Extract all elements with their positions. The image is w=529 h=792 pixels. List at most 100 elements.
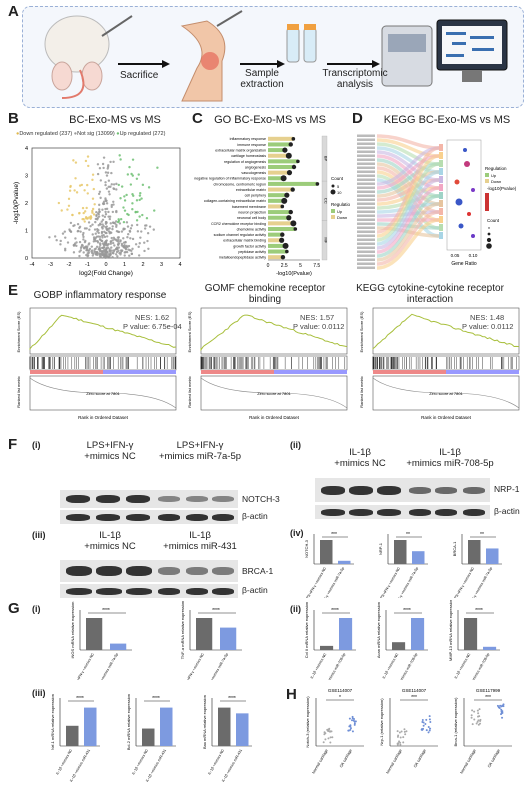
bar-xtick: LPS+IFN-γ +mimics NC (453, 566, 476, 598)
h-point (477, 719, 480, 722)
bar (412, 551, 425, 564)
kegg-dot (455, 198, 463, 206)
sankey-gene-label-bar (357, 202, 375, 205)
volcano-point (110, 205, 113, 209)
volcano-point (105, 207, 109, 211)
gsea-es-curve (200, 314, 348, 352)
volcano-point (138, 198, 141, 202)
bar-xtick: IL-1β +mimics NC (310, 652, 328, 679)
volcano-point (66, 208, 69, 211)
volcano-point (123, 254, 126, 257)
sankey-gene-label-bar (357, 170, 375, 173)
volcano-point (82, 211, 85, 215)
volcano-point (87, 221, 91, 224)
go-group-label: MF (324, 237, 329, 243)
go-term-label: collagen-containing extracellular matrix (204, 199, 266, 203)
volcano-point (107, 242, 110, 246)
volcano-point (124, 240, 127, 244)
g-i-tag: (i) (32, 604, 41, 614)
volcano-point (126, 225, 130, 228)
kegg-dot (454, 179, 460, 185)
go-dot (280, 232, 285, 237)
go-term-label: cartilage homeostasis (231, 154, 266, 158)
volcano-point (98, 235, 102, 239)
h-sig-label: *** (485, 695, 491, 701)
h-point (421, 718, 424, 721)
sankey-gene-label-bar (357, 166, 375, 169)
volcano-point (130, 249, 133, 252)
volcano-point (146, 239, 149, 243)
step-sacrifice: Sacrifice (120, 70, 159, 81)
go-dot (282, 242, 289, 249)
volcano-point (76, 230, 79, 233)
go-dot (288, 209, 293, 215)
h-point (500, 708, 503, 711)
bar (196, 618, 213, 650)
go-term-label: inflammatory response (230, 137, 266, 141)
bar-ylabel: Nrf-1 mRNA relative expression (50, 694, 55, 750)
volcano-point (101, 242, 105, 245)
volcano-point (114, 238, 118, 241)
f-ii-col2: IL-1β +mimics miR-708-5p (406, 447, 494, 469)
volcano-xtick: -2 (67, 262, 72, 268)
volcano-point (119, 158, 122, 161)
go-dot (296, 159, 300, 164)
gsea-es-curve (372, 313, 520, 350)
volcano-point (122, 237, 125, 240)
volcano-point (103, 215, 107, 219)
kegg-legend-reg: Regulation (485, 166, 507, 171)
volcano-point (110, 236, 113, 240)
volcano-point (93, 248, 96, 251)
volcano-point (48, 236, 51, 239)
bar-xtick: IL-1β +mimics NC (454, 652, 472, 679)
go-dot (285, 249, 289, 254)
bar-ylabel: Bax mRNA relative expression (202, 695, 207, 749)
panel-f-label: F (8, 436, 18, 453)
volcano-point (90, 245, 94, 248)
h-ylabel: Notch-3 (relative expression) (305, 696, 310, 748)
volcano-point (97, 231, 100, 235)
volcano-point (68, 189, 72, 192)
go-dot (280, 204, 285, 209)
volcano-point (120, 244, 124, 247)
go-dot (315, 182, 320, 186)
panel-h-label: H (286, 686, 297, 703)
gsea3-nes: NES: 1.48 (470, 313, 505, 322)
volcano-point (108, 217, 111, 221)
go-bar (268, 243, 286, 248)
sankey-gene-label-bar (357, 150, 375, 153)
sankey-node (439, 168, 443, 175)
volcano-point (116, 255, 119, 258)
volcano-point (101, 214, 104, 217)
go-dot (280, 254, 286, 260)
volcano-point (109, 240, 113, 243)
kegg-dot (463, 148, 467, 152)
h-point (502, 705, 505, 708)
h-point (353, 720, 356, 723)
volcano-point (86, 192, 89, 195)
gsea-xlabel: Rank in Ordered Dataset (421, 415, 472, 420)
volcano-point (103, 249, 107, 253)
h-chart-title: GSE117999 (476, 688, 501, 693)
sankey-gene-label-bar (357, 178, 375, 181)
h-point (428, 715, 431, 718)
sankey-flow (376, 162, 440, 242)
bar-ylabel: Bcl-2 mRNA relative expression (126, 694, 131, 750)
go-dot (290, 220, 297, 227)
volcano-point (98, 208, 101, 211)
go-term-label: vasculogenesis (241, 171, 266, 175)
bar-xtick: LPS+IFN-γ +mimics NC (305, 566, 328, 598)
sankey-gene-label-bar (357, 194, 375, 197)
bar-xtick: IL-1β +mimics NC (55, 748, 73, 775)
kegg-dot (467, 212, 471, 216)
volcano-point (82, 235, 85, 239)
h-point (403, 728, 406, 731)
volcano-point (134, 243, 138, 246)
panel-d-label: D (352, 110, 363, 127)
sankey-gene-label-bar (357, 250, 375, 253)
volcano-point (86, 254, 89, 258)
volcano-point (113, 248, 116, 252)
volcano-point (105, 221, 108, 224)
kegg-dot (464, 161, 470, 167)
volcano-point (66, 241, 70, 244)
